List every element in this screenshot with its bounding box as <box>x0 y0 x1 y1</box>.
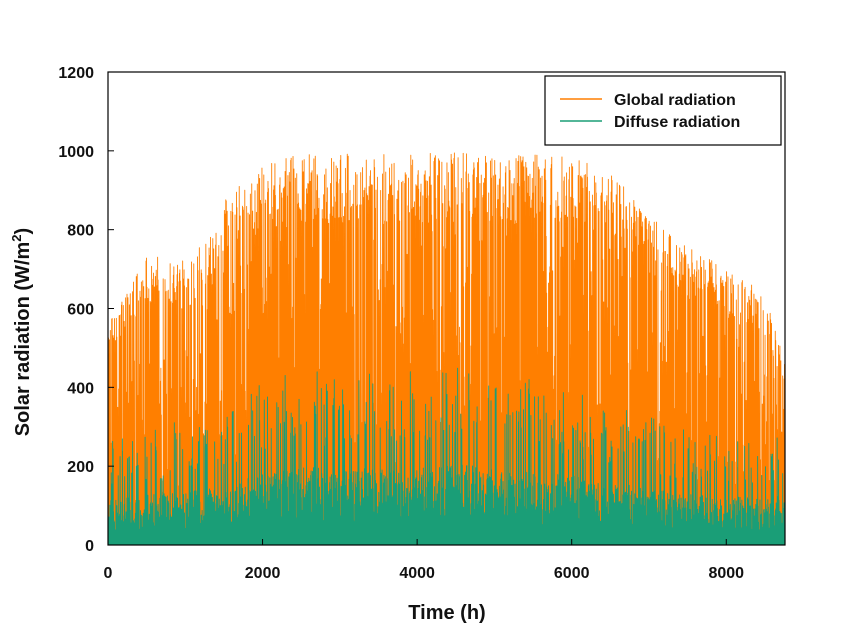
diffuse-radiation-series <box>108 367 785 545</box>
legend: Global radiation Diffuse radiation <box>544 75 782 146</box>
y-tick-label: 0 <box>85 538 94 555</box>
y-tick-label: 200 <box>67 459 94 476</box>
x-axis-title: Time (h) <box>408 602 485 624</box>
x-tick-label: 2000 <box>245 565 281 582</box>
y-axis: 0 200 400 600 800 1000 1200 <box>58 65 114 555</box>
legend-label-diffuse: Diffuse radiation <box>614 114 740 131</box>
y-tick-label: 1200 <box>58 65 94 82</box>
y-tick-label: 600 <box>67 302 94 319</box>
x-tick-label: 6000 <box>554 565 590 582</box>
x-tick-label: 0 <box>104 565 113 582</box>
x-tick-label: 8000 <box>708 565 744 582</box>
series-layer <box>108 152 785 545</box>
y-tick-label: 800 <box>67 223 94 240</box>
legend-box <box>544 75 782 146</box>
x-axis: 0 2000 4000 6000 8000 <box>104 539 744 582</box>
x-tick-label: 4000 <box>399 565 435 582</box>
y-tick-label: 1000 <box>58 144 94 161</box>
legend-label-global: Global radiation <box>614 92 736 109</box>
y-axis-title: Solar radiation (W/m2) <box>9 228 34 436</box>
y-tick-label: 400 <box>67 380 94 397</box>
